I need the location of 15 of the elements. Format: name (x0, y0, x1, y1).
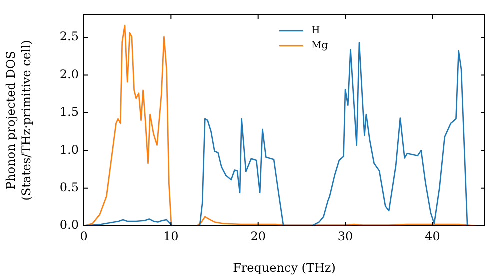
y-tick-label: 0.5 (60, 180, 79, 194)
x-tick-label: 10 (164, 229, 179, 244)
y-tick-label: 2.5 (60, 30, 79, 44)
x-tick-label: 30 (338, 229, 354, 244)
y-tick-label: 0.0 (60, 218, 79, 232)
x-tick-label: 20 (250, 229, 266, 244)
x-tick-label: 0 (80, 229, 88, 244)
legend-label: Mg (312, 40, 329, 52)
x-axis-title: Frequency (THz) (233, 260, 336, 275)
x-tick-label: 40 (425, 229, 440, 244)
y-tick-label: 2.0 (60, 67, 79, 82)
y-tick-label: 1.5 (60, 105, 79, 120)
legend-label: H (312, 26, 320, 37)
y-tick-label: 1.0 (60, 142, 79, 157)
y-axis-title: Phonon projected DOS (States/THz·primitive cell) (4, 40, 34, 201)
